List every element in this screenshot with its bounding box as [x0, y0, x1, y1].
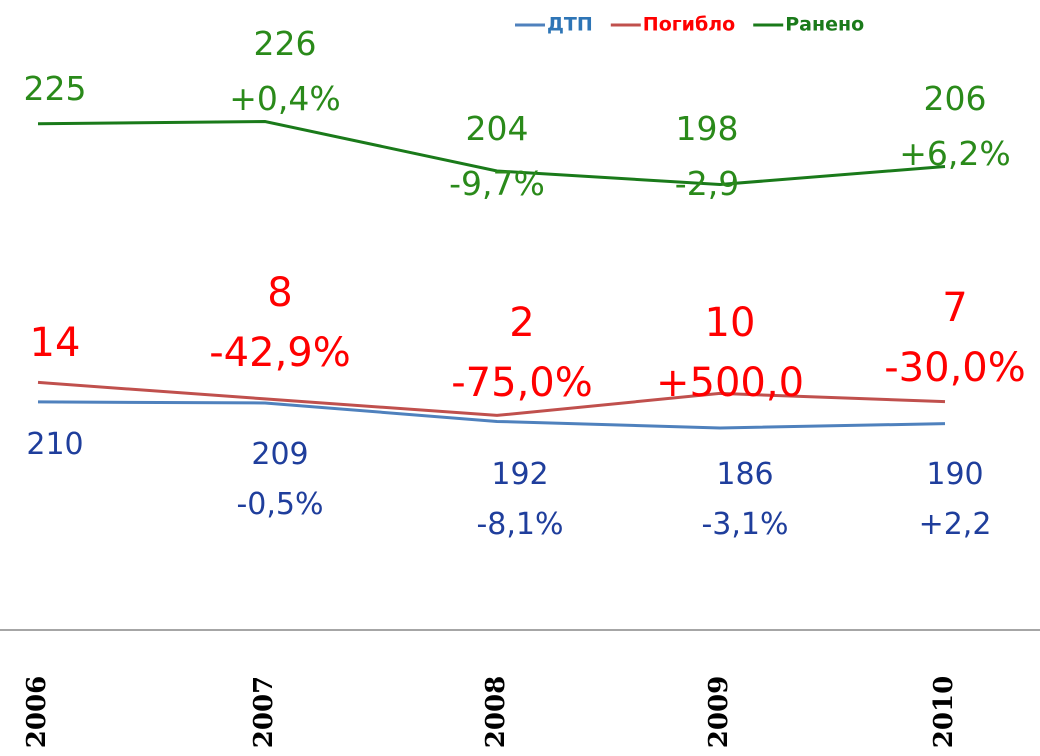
x-tick-label: 2010 [929, 676, 959, 748]
data-label: 226 +0,4% [229, 24, 341, 118]
data-label: 204 -9,7% [449, 109, 545, 203]
data-label: 209 -0,5% [236, 437, 323, 522]
series-line [37, 119, 946, 187]
data-label: 10 +500,0 [656, 300, 804, 406]
x-tick-group: 2009 [704, 676, 734, 748]
data-label: 192 -8,1% [476, 457, 563, 542]
data-label: 186 -3,1% [701, 457, 788, 542]
x-tick-label: 2007 [249, 676, 279, 748]
x-tick-group: 2007 [249, 676, 279, 748]
x-tick-group: 2010 [929, 676, 959, 748]
legend-label: ДТП [547, 14, 593, 36]
legend-label: Ранено [785, 14, 864, 36]
data-label: 14 [30, 320, 81, 366]
legend-label: Погибло [643, 14, 735, 36]
data-label: 210 [26, 427, 83, 462]
data-label: 8 -42,9% [209, 270, 351, 376]
data-label: 225 [24, 69, 87, 108]
series-line [37, 400, 946, 430]
x-tick-label: 2009 [704, 676, 734, 748]
data-label: 2 -75,0% [451, 300, 593, 406]
data-label: 206 +6,2% [899, 79, 1011, 173]
x-tick-label: 2008 [481, 676, 511, 748]
data-label: 190 +2,2 [919, 457, 992, 542]
x-tick-label: 2006 [22, 676, 52, 748]
x-tick-group: 2008 [481, 676, 511, 748]
data-label: 7 -30,0% [884, 285, 1026, 391]
series-line [37, 380, 946, 417]
data-label: 198 -2,9 [675, 109, 739, 203]
x-tick-group: 2006 [22, 676, 52, 748]
